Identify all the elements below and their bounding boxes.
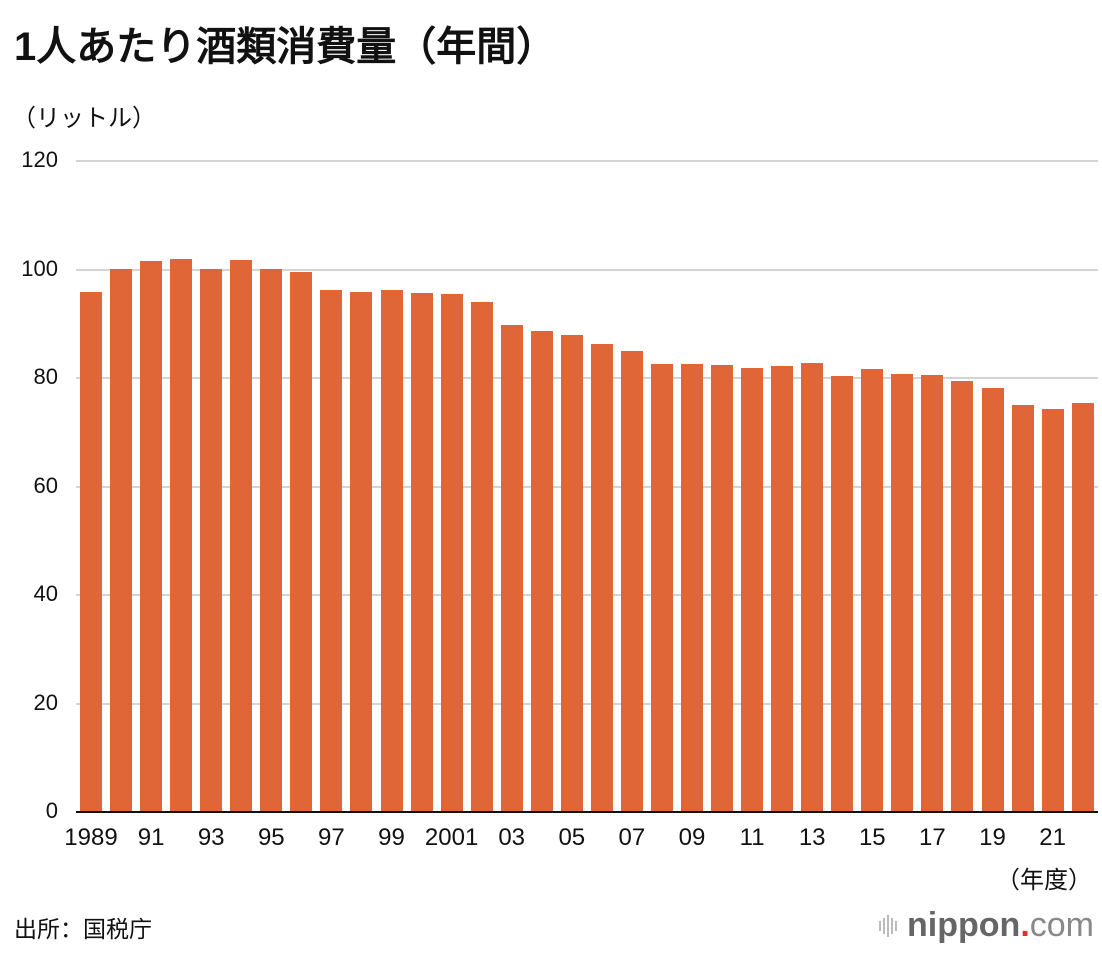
x-tick-label: 95	[257, 824, 285, 851]
bar-1990	[110, 268, 133, 812]
bar-2008	[650, 363, 673, 812]
nippon-com-logo: nippon. com	[879, 906, 1094, 945]
bar-2010	[711, 364, 734, 812]
x-axis-unit-label: （年度）	[996, 867, 1092, 894]
bar-1994	[230, 260, 253, 812]
y-tick-label: 40	[33, 581, 58, 606]
bar-2013	[801, 363, 824, 812]
bar-2002	[470, 302, 493, 812]
gridline	[76, 160, 1098, 162]
y-tick-label: 60	[33, 472, 58, 498]
gridline	[76, 594, 1098, 596]
y-tick-label: 0	[45, 798, 58, 823]
bar-2011	[741, 367, 764, 812]
y-axis-unit-label: （リットル）	[12, 105, 156, 132]
bar-2001	[440, 294, 463, 812]
bar-2012	[771, 366, 794, 812]
x-tick-label: 03	[498, 824, 526, 851]
x-tick-label: 05	[558, 824, 586, 851]
bar-2020	[1011, 405, 1034, 812]
logo-name: nippon	[907, 906, 1021, 944]
x-tick-label: 09	[678, 824, 706, 851]
x-axis-line	[76, 811, 1098, 813]
gridline	[76, 485, 1098, 488]
logo-suffix: com	[1029, 906, 1094, 944]
x-tick-label: 15	[858, 824, 886, 851]
gridline	[76, 268, 1098, 271]
bar-2000	[410, 293, 433, 812]
bar-2017	[921, 375, 944, 812]
y-tick-label: 100	[21, 255, 58, 281]
bar-2004	[530, 331, 553, 812]
bar-2021	[1041, 408, 1064, 812]
gridline	[76, 377, 1098, 379]
bar-1996	[290, 272, 313, 812]
bar-1989	[80, 291, 102, 812]
bar-1995	[260, 268, 283, 812]
x-tick-label: 11	[739, 824, 765, 851]
bar-2019	[981, 388, 1004, 812]
bar-1999	[380, 290, 403, 812]
x-tick-label: 2001	[424, 824, 479, 851]
bar-1992	[170, 259, 193, 812]
bar-2016	[891, 373, 914, 812]
bar-2018	[951, 381, 974, 812]
logo-soundwave-icon	[879, 914, 898, 938]
x-tick-label: 1989	[64, 824, 118, 851]
logo-dot: .	[1020, 906, 1030, 944]
x-tick-label: 99	[378, 824, 405, 851]
chart-title: 1人あたり酒類消費量（年間）	[14, 25, 557, 69]
source-note: 出所：国税庁	[14, 916, 152, 942]
x-tick-label: 17	[919, 824, 946, 851]
bar-2003	[500, 324, 523, 812]
bar-1997	[320, 290, 343, 812]
bar-2015	[861, 369, 884, 812]
y-tick-label: 80	[33, 364, 58, 389]
bar-2009	[681, 363, 703, 812]
bar-1993	[200, 268, 223, 812]
x-tick-label: 19	[979, 824, 1006, 851]
x-tick-label: 07	[618, 824, 646, 851]
bar-2005	[560, 335, 583, 812]
y-tick-label: 20	[33, 689, 58, 715]
x-tick-label: 13	[798, 824, 826, 851]
bar-2022	[1071, 402, 1094, 812]
bar-1998	[350, 291, 373, 812]
bar-2014	[831, 376, 854, 812]
y-tick-label: 120	[21, 147, 58, 172]
x-tick-label: 93	[197, 824, 225, 851]
bar-2007	[620, 350, 643, 812]
gridline	[76, 702, 1098, 705]
x-tick-label: 21	[1039, 824, 1066, 851]
x-tick-label: 97	[318, 824, 345, 851]
bar-1991	[140, 260, 163, 812]
bar-2006	[590, 344, 613, 812]
x-tick-label: 91	[137, 824, 165, 851]
